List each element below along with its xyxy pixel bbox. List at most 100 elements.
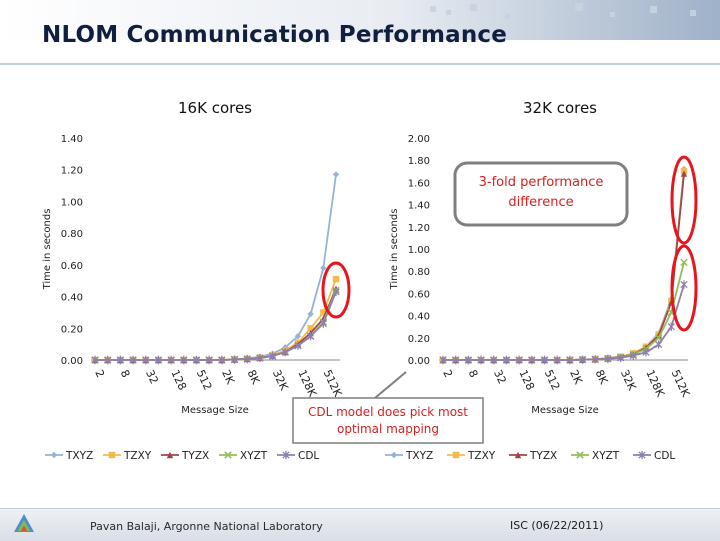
- chart-0: 16K cores 0.00 0.20 0.40 0.60 0.80 1.00 1.20 1.4…: [42, 99, 345, 462]
- data-point: [192, 355, 201, 365]
- data-point: [104, 355, 112, 365]
- x-tick-label: 8: [466, 368, 481, 380]
- x-tick-label: 512K: [669, 368, 693, 400]
- data-point: [306, 332, 315, 341]
- x-tick-label: 128: [516, 368, 537, 393]
- y-tick-label: 1.00: [61, 197, 83, 208]
- highlight-oval: [321, 261, 351, 319]
- legend-label: TXYZ: [405, 450, 433, 462]
- charts-area: 16K cores 0.00 0.20 0.40 0.60 0.80 1.00 1.20 1.4…: [42, 99, 698, 462]
- data-point: [680, 170, 688, 177]
- x-tick-label: 32: [491, 368, 509, 386]
- data-point: [553, 355, 561, 365]
- argonne-logo-icon: [14, 514, 34, 532]
- y-tick-label: 0.80: [61, 229, 83, 240]
- legend-item: TYZX: [161, 450, 209, 462]
- highlight-oval: [670, 244, 698, 332]
- data-point: [528, 355, 536, 365]
- data-point: [294, 333, 302, 340]
- data-point: [116, 355, 125, 365]
- legend-label: XYZT: [592, 450, 620, 462]
- series-line: [443, 284, 685, 361]
- data-point: [320, 309, 327, 316]
- series-xyzt: [439, 258, 688, 364]
- data-point: [477, 355, 485, 365]
- x-tick-label: 32K: [618, 368, 639, 393]
- series-tyzx: [91, 285, 340, 364]
- legend-marker: [452, 451, 460, 459]
- legend-marker: [514, 451, 522, 459]
- x-tick-label: 32K: [270, 368, 291, 393]
- y-tick-label: 1.60: [408, 178, 430, 189]
- legend-item: TXYZ: [45, 450, 93, 462]
- legend-label: TYZX: [181, 450, 209, 462]
- legend-label: TZXY: [467, 450, 496, 462]
- legend-marker: [282, 450, 290, 460]
- data-point: [281, 347, 289, 357]
- data-point: [680, 280, 688, 289]
- legend-marker: [576, 451, 584, 459]
- x-tick-label: 128K: [295, 368, 319, 400]
- data-point: [578, 355, 587, 364]
- series-txyz: [91, 171, 340, 364]
- x-tick-label: 512: [194, 368, 215, 393]
- y-tick-label: 0.60: [408, 289, 430, 300]
- x-tick-label: 2K: [219, 368, 237, 387]
- x-tick-label: 8K: [592, 368, 610, 387]
- slide-header-decoration: [0, 0, 720, 40]
- x-axis-label: Message Size: [181, 405, 249, 416]
- data-point: [490, 355, 498, 365]
- legend-marker: [390, 451, 398, 459]
- data-point: [502, 355, 511, 365]
- y-tick-label: 0.40: [408, 312, 430, 323]
- data-point: [642, 348, 650, 357]
- data-point: [256, 353, 264, 363]
- x-tick-label: 512K: [321, 368, 345, 400]
- y-tick-label: 0.60: [61, 261, 83, 272]
- y-tick-label: 1.20: [408, 223, 430, 234]
- data-point: [332, 287, 340, 297]
- series-xyzt: [91, 286, 340, 364]
- data-point: [566, 355, 574, 365]
- legend-item: TZXY: [103, 450, 152, 462]
- callout-text: CDL model does pick most optimal mapping: [308, 405, 468, 436]
- x-tick-label: 2K: [567, 368, 585, 387]
- series-line: [95, 174, 337, 361]
- data-point: [307, 310, 314, 318]
- x-tick-label: 128: [168, 368, 189, 393]
- highlight-oval: [670, 155, 698, 245]
- y-tick-label: 0.80: [408, 267, 430, 278]
- y-tick-label: 1.80: [408, 156, 430, 167]
- y-tick-label: 1.40: [61, 134, 83, 145]
- y-tick-label: 0.00: [61, 356, 83, 367]
- data-point: [243, 354, 251, 364]
- data-point: [439, 355, 447, 365]
- chart-title: 16K cores: [178, 99, 252, 117]
- legend-label: TXYZ: [65, 450, 93, 462]
- data-point: [218, 355, 226, 365]
- data-point: [268, 351, 277, 361]
- legend-label: TZXY: [123, 450, 152, 462]
- data-point: [154, 355, 163, 365]
- legend-marker: [638, 450, 646, 460]
- data-point: [332, 275, 340, 283]
- chart-1: 32K cores 0.00 0.20 0.40 0.60 0.80 1.00 1.20 1.4…: [385, 99, 693, 462]
- legend-item: CDL: [277, 450, 319, 462]
- legend-item: TYZX: [509, 450, 557, 462]
- x-tick-label: 8K: [244, 368, 262, 387]
- data-point: [464, 355, 473, 365]
- series-cdl: [439, 280, 688, 365]
- data-point: [294, 341, 302, 350]
- footer-date: ISC (06/22/2011): [510, 519, 604, 532]
- data-point: [515, 355, 523, 365]
- y-tick-label: 1.40: [408, 201, 430, 212]
- y-tick-label: 0.20: [61, 324, 83, 335]
- callout-box: [292, 397, 484, 444]
- legend-marker: [50, 451, 58, 459]
- x-tick-label: 8: [118, 368, 133, 380]
- legend-marker: [108, 451, 116, 459]
- data-point: [205, 355, 213, 365]
- series-line: [95, 289, 337, 361]
- y-tick-label: 0.40: [61, 293, 83, 304]
- data-point: [591, 355, 599, 364]
